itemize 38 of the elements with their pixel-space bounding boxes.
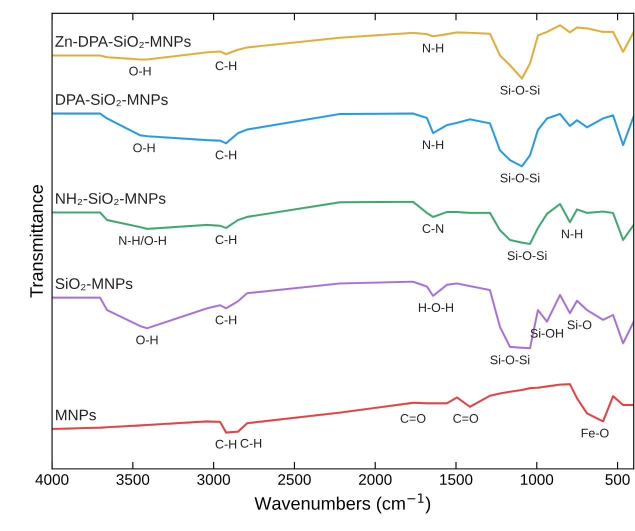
annotation: Si-O-Si [500,173,540,182]
annotation: O-H [133,143,155,152]
x-tick-label: 3000 [197,474,230,485]
annotation: C-H [240,438,262,448]
x-tick-label: 500 [605,474,630,485]
annotation: Si-O [568,320,592,330]
series-label: Zn-DPA-SiO₂-MNPs [55,36,191,48]
series-label: NH₂-SiO₂-MNPs [56,192,166,206]
annotation: C-H [216,235,236,244]
annotation: C-H [216,150,236,160]
annotation: C=O [453,414,478,423]
annotation: N-H/O-H [119,236,166,245]
series-label: DPA-SiO₂-MNPs [56,94,168,106]
annotation: N-H [422,140,444,150]
annotation: O-H [136,336,158,344]
x-tick-label: 4000 [35,474,68,485]
x-axis-title: Wavenumbers (cm$^{−1}$) [254,494,430,514]
annotation: C=O [400,414,426,423]
annotation: Si-O-Si [490,355,530,364]
annotation: Fe-O [582,428,609,438]
series-label: SiO₂-MNPs [56,278,132,290]
annotation: N-H [422,44,444,52]
annotation: Si-O-Si [500,85,540,95]
annotation: C-H [216,61,236,70]
x-tick-label: 1500 [440,474,472,485]
series-label: MNPs [56,410,96,420]
annotation: C-H [216,440,236,449]
annotation: N-H [562,230,582,238]
y-axis-title: Transmittance [30,185,43,298]
x-tick-label: 3500 [116,474,150,485]
annotation: H-O-H [418,303,453,312]
x-tick-label: 2000 [358,474,392,485]
annotation: O-H [129,66,151,76]
annotation: Si-O-Si [508,250,546,260]
x-tick-label: 1000 [520,474,554,485]
x-tick-label: 2500 [278,474,311,485]
annotation: C-H [216,316,236,324]
annotation: C-N [422,224,444,234]
